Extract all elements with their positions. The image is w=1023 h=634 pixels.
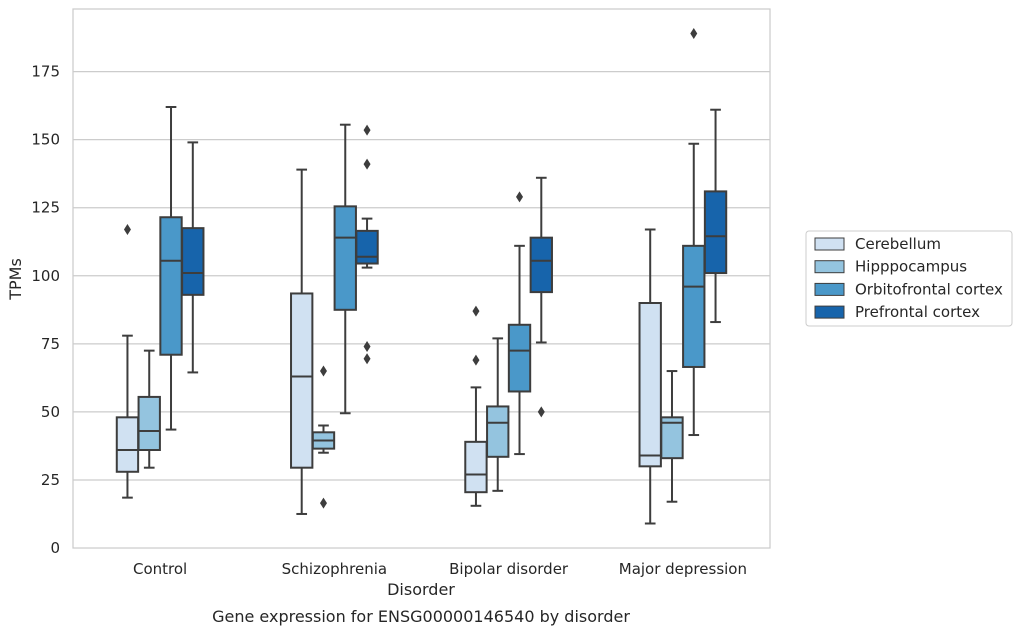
box: [486, 405, 510, 458]
legend-entry-label: Cerebellum: [855, 235, 941, 253]
box: [638, 302, 662, 468]
box: [115, 416, 140, 473]
y-tick-label: 0: [50, 539, 60, 557]
legend-entry-label: Prefrontal cortex: [855, 303, 980, 321]
box-group: [311, 365, 336, 509]
box-group: [682, 28, 706, 437]
box-group: [507, 191, 532, 456]
box: [137, 395, 161, 451]
box-group: [660, 370, 684, 503]
x-axis-label: Disorder: [387, 580, 455, 599]
x-tick-label: Control: [133, 560, 187, 578]
outlier-point: [363, 341, 371, 353]
box-group: [290, 168, 314, 515]
box-group: [638, 228, 662, 525]
legend-frame: [805, 230, 1013, 327]
box: [159, 216, 183, 356]
x-tick-label: Major depression: [619, 560, 747, 578]
box-group: [703, 108, 728, 324]
box: [181, 227, 205, 296]
box-group: [333, 123, 357, 415]
outlier-point: [690, 28, 698, 39]
legend-swatch: [814, 282, 845, 296]
outlier-point: [319, 497, 327, 509]
box: [464, 440, 488, 494]
outlier-point: [363, 158, 371, 170]
y-axis-ticks: 0 25 50 75 100 125 150 175: [31, 63, 60, 557]
outlier-point: [472, 354, 480, 366]
legend-entry-label: Orbitofrontal cortex: [855, 280, 1003, 298]
outlier-point: [363, 124, 371, 136]
y-tick-label: 50: [41, 403, 60, 421]
outlier-point: [319, 365, 327, 377]
box: [355, 229, 379, 265]
y-tick-label: 100: [31, 267, 60, 285]
y-tick-label: 75: [41, 335, 60, 353]
box-group: [464, 305, 488, 507]
box-group: [159, 106, 183, 431]
y-tick-label: 175: [31, 63, 60, 81]
box-group: [529, 176, 553, 418]
box: [529, 236, 553, 294]
y-axis-label: TPMs: [6, 258, 25, 301]
x-tick-label: Bipolar disorder: [449, 560, 569, 578]
box: [333, 205, 357, 311]
box: [290, 292, 314, 469]
plot-area-frame: [72, 8, 771, 549]
boxes: [115, 28, 728, 525]
outlier-point: [516, 191, 524, 203]
outlier-point: [472, 305, 480, 317]
outlier-point: [537, 406, 545, 418]
legend: Cerebellum Hipppocampus Orbitofrontal cort…: [805, 230, 1013, 327]
box-group: [355, 124, 379, 365]
box: [682, 244, 706, 368]
box: [660, 416, 684, 460]
legend-swatch: [814, 260, 845, 274]
box-group: [486, 337, 510, 492]
outlier-point: [363, 353, 371, 365]
box: [507, 323, 532, 393]
legend-entry-label: Hipppocampus: [855, 258, 967, 276]
chart-caption: Gene expression for ENSG00000146540 by d…: [212, 607, 630, 626]
outlier-point: [123, 224, 131, 235]
y-tick-label: 25: [41, 471, 60, 489]
legend-swatch: [814, 305, 845, 319]
box-group: [181, 141, 205, 374]
y-tick-label: 125: [31, 199, 60, 217]
y-tick-label: 150: [31, 131, 60, 149]
x-axis-ticks: Control Schizophrenia Bipolar disorder Majo…: [133, 560, 747, 578]
x-tick-label: Schizophrenia: [282, 560, 387, 578]
box-group: [137, 349, 161, 469]
box-group: [115, 224, 140, 499]
legend-swatch: [814, 237, 845, 251]
box: [703, 190, 728, 275]
